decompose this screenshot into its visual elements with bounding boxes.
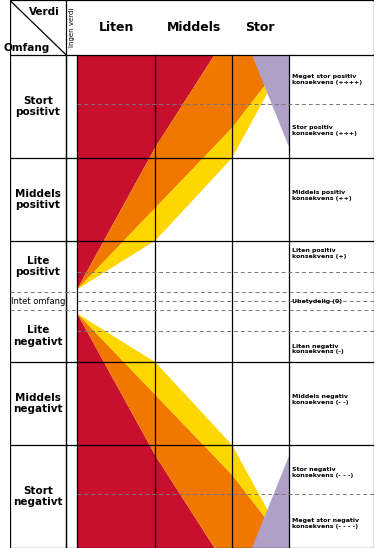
Polygon shape — [77, 313, 289, 548]
Text: Stor negativ
konsekvens (- - -): Stor negativ konsekvens (- - -) — [291, 467, 353, 478]
Text: Ingen verdi: Ingen verdi — [68, 8, 74, 47]
Text: Omfang: Omfang — [3, 43, 50, 53]
Polygon shape — [77, 27, 289, 290]
Text: Stort
positivt: Stort positivt — [15, 96, 60, 117]
Polygon shape — [77, 313, 289, 548]
Text: Middels negativ
konsekvens (- -): Middels negativ konsekvens (- -) — [291, 394, 348, 404]
Text: Middels positiv
konsekvens (++): Middels positiv konsekvens (++) — [291, 190, 351, 201]
Text: Middels: Middels — [167, 21, 221, 34]
Text: Stor: Stor — [246, 21, 275, 34]
Polygon shape — [77, 55, 289, 290]
Text: Lite
positivt: Lite positivt — [15, 256, 60, 277]
Text: Meget stor negativ
konsekvens (- - - -): Meget stor negativ konsekvens (- - - -) — [291, 518, 359, 528]
Polygon shape — [77, 55, 289, 548]
Text: Ubetydelig (0): Ubetydelig (0) — [291, 299, 342, 304]
Polygon shape — [77, 313, 289, 548]
Text: Liten: Liten — [99, 21, 134, 34]
Text: Middels
positivt: Middels positivt — [15, 189, 61, 210]
Text: Verdi: Verdi — [29, 7, 60, 17]
Text: Meget stor positiv
konsekvens (++++): Meget stor positiv konsekvens (++++) — [291, 75, 362, 85]
Text: Liten positiv
konsekvens (+): Liten positiv konsekvens (+) — [291, 248, 346, 259]
Polygon shape — [252, 55, 289, 147]
Polygon shape — [77, 55, 289, 548]
Text: Intet omfang: Intet omfang — [11, 297, 65, 306]
Polygon shape — [77, 55, 289, 290]
Bar — [9, 0, 374, 55]
Text: Liten negativ
konsekvens (-): Liten negativ konsekvens (-) — [291, 344, 343, 355]
Polygon shape — [252, 456, 289, 548]
Text: Middels
negativt: Middels negativt — [13, 392, 62, 414]
Text: Lite
negativt: Lite negativt — [13, 326, 62, 347]
Text: Stort
negativt: Stort negativt — [13, 486, 62, 507]
Polygon shape — [66, 55, 77, 548]
Text: Stor positiv
konsekvens (+++): Stor positiv konsekvens (+++) — [291, 125, 356, 135]
